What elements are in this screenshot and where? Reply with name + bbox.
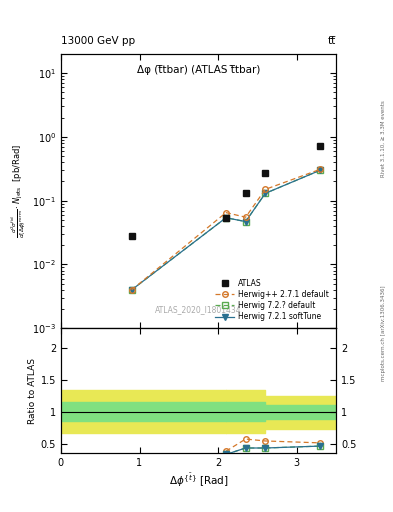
Y-axis label: $\frac{d^2\sigma^\mathrm{fid}}{d(\Delta\phi)^\mathrm{norm}}\cdot N_\mathrm{jets}: $\frac{d^2\sigma^\mathrm{fid}}{d(\Delta\… bbox=[9, 144, 28, 238]
Text: Δφ (t̅tbar) (ATLAS t̅tbar): Δφ (t̅tbar) (ATLAS t̅tbar) bbox=[137, 65, 260, 75]
X-axis label: $\Delta\phi^{\{\bar{t}\}}$ [Rad]: $\Delta\phi^{\{\bar{t}\}}$ [Rad] bbox=[169, 472, 228, 489]
Text: Rivet 3.1.10, ≥ 3.3M events: Rivet 3.1.10, ≥ 3.3M events bbox=[381, 100, 386, 177]
Text: 13000 GeV pp: 13000 GeV pp bbox=[61, 36, 135, 46]
Legend: ATLAS, Herwig++ 2.7.1 default, Herwig 7.2.? default, Herwig 7.2.1 softTune: ATLAS, Herwig++ 2.7.1 default, Herwig 7.… bbox=[212, 275, 332, 325]
Text: tt̅: tt̅ bbox=[328, 36, 336, 46]
Text: ATLAS_2020_I1801434: ATLAS_2020_I1801434 bbox=[155, 306, 242, 314]
Text: mcplots.cern.ch [arXiv:1306.3436]: mcplots.cern.ch [arXiv:1306.3436] bbox=[381, 285, 386, 380]
Y-axis label: Ratio to ATLAS: Ratio to ATLAS bbox=[28, 358, 37, 424]
